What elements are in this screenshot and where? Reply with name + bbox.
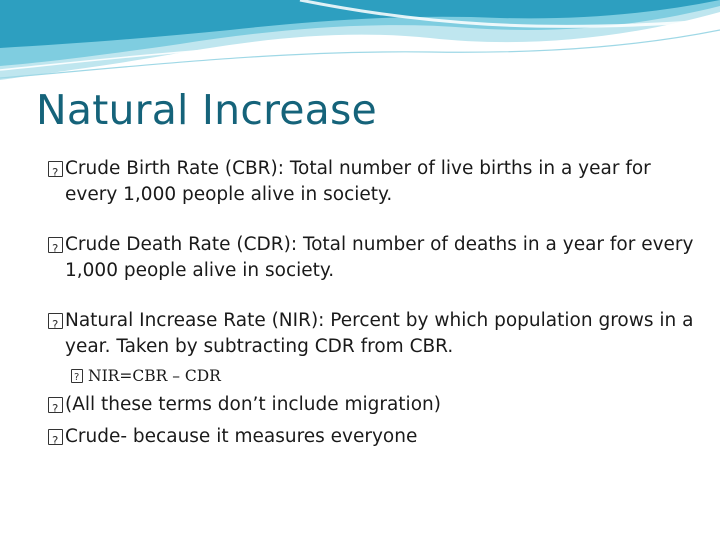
bullet-crude-note: Crude- because it measures everyone: [48, 424, 698, 454]
missing-glyph-icon: [71, 368, 83, 388]
bullet-text: Natural Increase Rate (NIR): Percent by …: [65, 310, 694, 357]
missing-glyph-icon: [48, 396, 63, 422]
missing-glyph-icon: [48, 160, 63, 186]
sub-bullet-text: NIR=CBR – CDR: [88, 367, 221, 385]
bullet-migration-note: (All these terms don’t include migration…: [48, 392, 698, 422]
bullet-nir: Natural Increase Rate (NIR): Percent by …: [48, 308, 698, 360]
missing-glyph-icon: [48, 312, 63, 338]
bullet-text: (All these terms don’t include migration…: [65, 394, 441, 415]
bullet-list: Crude Birth Rate (CBR): Total number of …: [48, 156, 698, 454]
missing-glyph-icon: [48, 236, 63, 262]
header-wave-decoration: [0, 0, 720, 80]
bullet-cbr: Crude Birth Rate (CBR): Total number of …: [48, 156, 698, 208]
missing-glyph-icon: [48, 428, 63, 454]
bullet-cdr: Crude Death Rate (CDR): Total number of …: [48, 232, 698, 284]
bullet-text: Crude Death Rate (CDR): Total number of …: [65, 234, 694, 281]
bullet-text: Crude- because it measures everyone: [65, 426, 418, 447]
slide-title: Natural Increase: [36, 86, 377, 134]
bullet-text: Crude Birth Rate (CBR): Total number of …: [65, 158, 651, 205]
sub-bullet-nir-formula: NIR=CBR – CDR: [71, 366, 698, 388]
